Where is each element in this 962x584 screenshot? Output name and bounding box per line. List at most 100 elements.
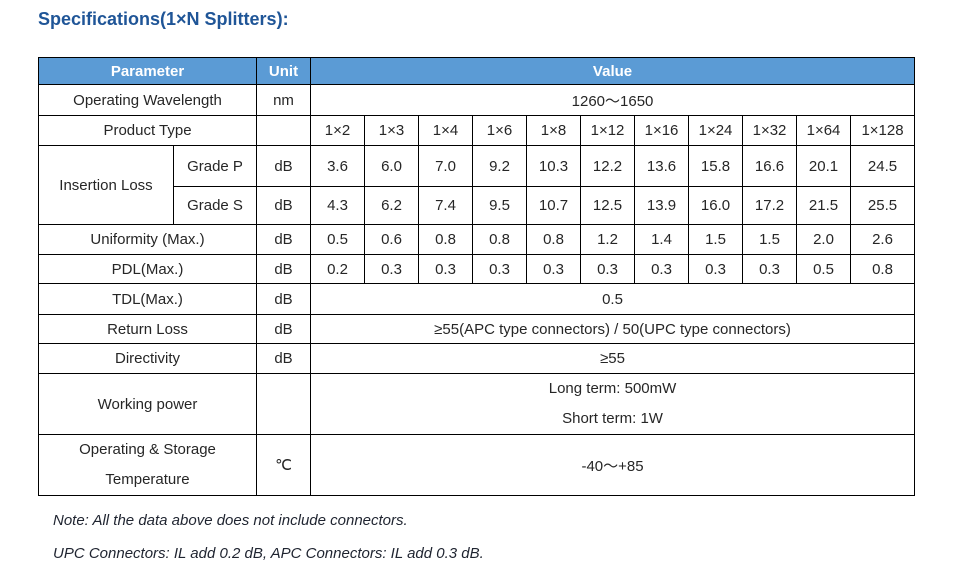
specifications-table: Parameter Unit Value Operating Wavelengt…	[37, 57, 916, 496]
value-cell: 13.9	[634, 186, 690, 225]
working-power-long-term: Long term: 500mW	[548, 380, 677, 397]
value-cell: 4.3	[310, 186, 366, 225]
row-working-power: Working power Long term: 500mW Short ter…	[37, 373, 916, 435]
value-cell: 6.2	[364, 186, 420, 225]
value-cell: ≥55(APC type connectors) / 50(UPC type c…	[310, 314, 916, 344]
param-cell: Uniformity (Max.)	[37, 224, 258, 255]
value-cell: 15.8	[688, 145, 744, 187]
value-cell: 1×4	[418, 115, 474, 146]
value-cell: 21.5	[796, 186, 852, 225]
value-cell: 0.3	[742, 254, 798, 284]
value-cell: 17.2	[742, 186, 798, 225]
unit-cell: dB	[256, 343, 312, 374]
value-cell: 3.6	[310, 145, 366, 187]
value-cell: 25.5	[850, 186, 916, 225]
note-line-1: Note: All the data above does not includ…	[53, 512, 408, 529]
row-product-type: Product Type 1×2 1×3 1×4 1×6 1×8 1×12 1×…	[37, 115, 916, 146]
row-return-loss: Return Loss dB ≥55(APC type connectors) …	[37, 314, 916, 344]
value-cell: 1×128	[850, 115, 916, 146]
header-parameter: Parameter	[37, 57, 258, 85]
value-cell: 0.3	[688, 254, 744, 284]
row-temperature: Operating & Storage Temperature ℃ -40～+8…	[37, 434, 916, 496]
value-cell: 16.0	[688, 186, 744, 225]
value-cell: 0.5	[310, 224, 366, 255]
param-cell: Product Type	[37, 115, 258, 146]
param-cell: PDL(Max.)	[37, 254, 258, 284]
row-uniformity: Uniformity (Max.) dB 0.5 0.6 0.8 0.8 0.8…	[37, 224, 916, 255]
note-line-2: UPC Connectors: IL add 0.2 dB, APC Conne…	[53, 545, 484, 562]
unit-cell	[256, 373, 312, 435]
value-cell: 2.6	[850, 224, 916, 255]
value-cell: 1×12	[580, 115, 636, 146]
value-cell: 1.4	[634, 224, 690, 255]
param-cell: Operating Wavelength	[37, 84, 258, 116]
param-cell: TDL(Max.)	[37, 283, 258, 315]
working-power-short-term: Short term: 1W	[562, 410, 663, 427]
value-cell: 0.3	[634, 254, 690, 284]
row-insertion-loss-grade-p: Insertion Loss Grade P dB 3.6 6.0 7.0 9.…	[38, 145, 916, 225]
value-cell: 7.0	[418, 145, 474, 187]
page-title: Specifications(1×N Splitters):	[38, 9, 289, 29]
value-cell: 1×3	[364, 115, 420, 146]
temperature-label-line1: Operating & Storage	[79, 441, 216, 458]
unit-cell: ℃	[256, 434, 312, 496]
param-cell: Directivity	[37, 343, 258, 374]
value-cell: 10.3	[526, 145, 582, 187]
param-cell: Return Loss	[37, 314, 258, 344]
row-insertion-loss-grade-s: Grade S dB 4.3 6.2 7.4 9.5 10.7 12.5 13.…	[39, 186, 916, 225]
value-cell: 20.1	[796, 145, 852, 187]
row-pdl: PDL(Max.) dB 0.2 0.3 0.3 0.3 0.3 0.3 0.3…	[37, 254, 916, 284]
subparam-cell: Grade S	[172, 186, 258, 225]
value-cell: -40～+85	[310, 434, 916, 496]
value-cell: 0.5	[310, 283, 916, 315]
value-cell: 7.4	[418, 186, 474, 225]
header-value: Value	[310, 57, 916, 85]
value-cell: 0.6	[364, 224, 420, 255]
value-cell: 0.8	[526, 224, 582, 255]
value-cell: 24.5	[850, 145, 916, 187]
value-cell: 0.3	[418, 254, 474, 284]
value-cell: 0.3	[472, 254, 528, 284]
footnotes: Note: All the data above does not includ…	[53, 512, 484, 578]
value-cell: 1.2	[580, 224, 636, 255]
table-header-row: Parameter Unit Value	[37, 57, 916, 85]
value-cell: 10.7	[526, 186, 582, 225]
value-cell: 0.3	[364, 254, 420, 284]
unit-cell: dB	[256, 186, 312, 225]
subparam-cell: Grade P	[172, 145, 258, 187]
value-cell: 1×24	[688, 115, 744, 146]
unit-cell: nm	[256, 84, 312, 116]
value-cell: 12.2	[580, 145, 636, 187]
value-cell: 0.8	[850, 254, 916, 284]
unit-cell: dB	[256, 254, 312, 284]
value-cell: 0.3	[526, 254, 582, 284]
header-unit: Unit	[256, 57, 312, 85]
value-cell: 16.6	[742, 145, 798, 187]
unit-cell: dB	[256, 145, 312, 187]
value-cell: 2.0	[796, 224, 852, 255]
temperature-label-line2: Temperature	[105, 471, 190, 488]
param-cell: Operating & Storage Temperature	[37, 434, 258, 496]
param-cell: Insertion Loss	[38, 145, 174, 225]
value-cell: 1×32	[742, 115, 798, 146]
unit-cell: dB	[256, 314, 312, 344]
value-cell: 1×2	[310, 115, 366, 146]
unit-cell	[256, 115, 312, 146]
value-cell: 9.5	[472, 186, 528, 225]
param-cell: Working power	[37, 373, 258, 435]
unit-cell: dB	[256, 224, 312, 255]
value-cell: 12.5	[580, 186, 636, 225]
value-cell: 6.0	[364, 145, 420, 187]
row-operating-wavelength: Operating Wavelength nm 1260～1650	[37, 84, 916, 116]
value-cell: 1×6	[472, 115, 528, 146]
value-cell: 9.2	[472, 145, 528, 187]
value-cell: ≥55	[310, 343, 916, 374]
value-cell: 0.5	[796, 254, 852, 284]
row-directivity: Directivity dB ≥55	[37, 343, 916, 374]
value-cell: 0.2	[310, 254, 366, 284]
unit-cell: dB	[256, 283, 312, 315]
value-cell: 1260～1650	[310, 84, 916, 116]
value-cell: 13.6	[634, 145, 690, 187]
value-cell: 0.8	[472, 224, 528, 255]
